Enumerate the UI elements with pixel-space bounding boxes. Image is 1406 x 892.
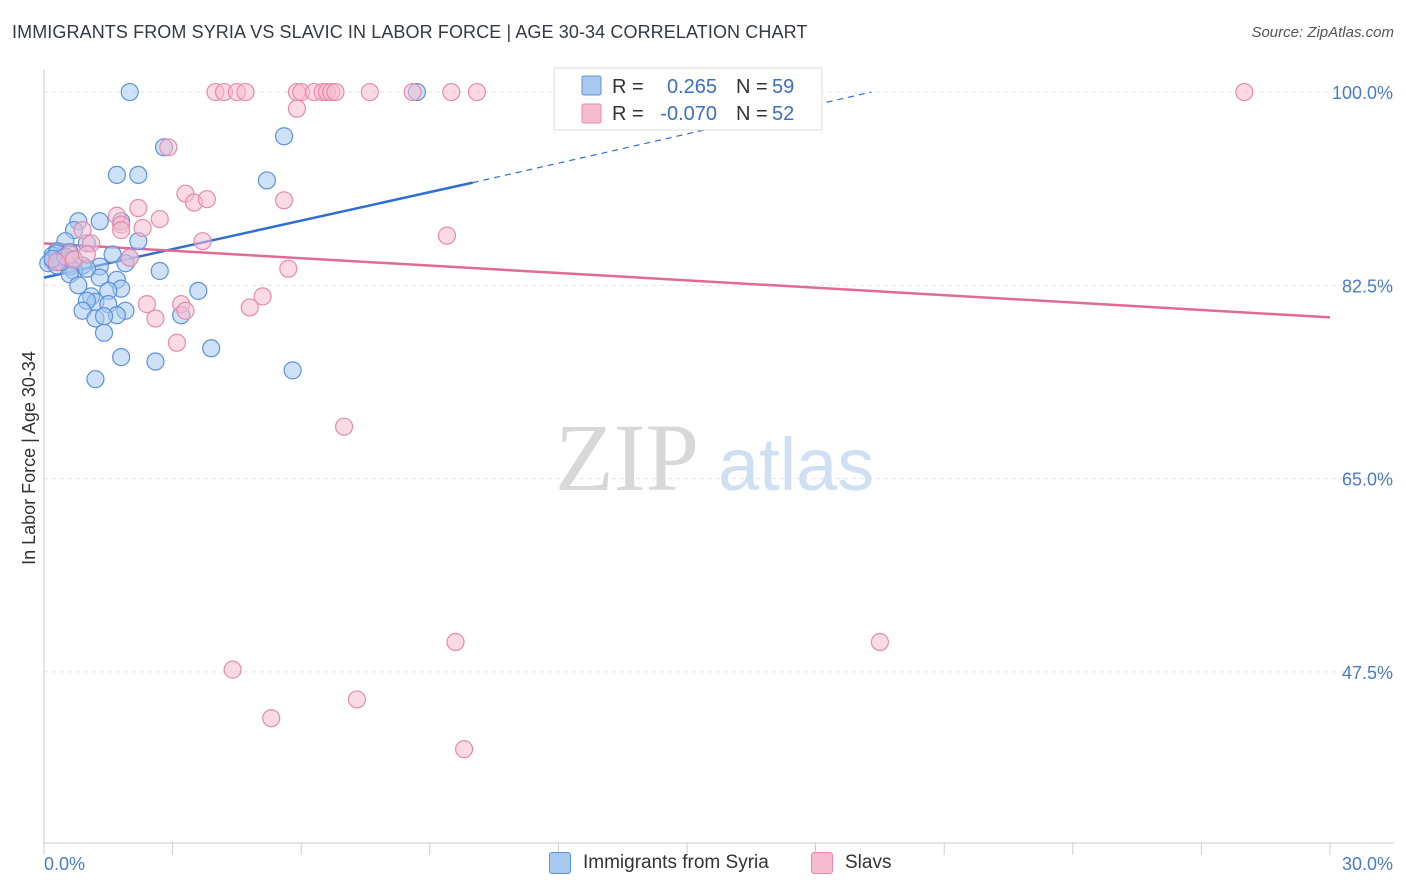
point-slavs-24 <box>150 209 169 229</box>
watermark: ZIP atlas <box>555 404 874 511</box>
y-tick-labels: 100.0% 82.5% 65.0% 47.5% <box>1332 83 1393 683</box>
legend-n-value-1: 59 <box>772 76 794 98</box>
point-slavs-15 <box>1235 82 1254 102</box>
legend-label-syria: Immigrants from Syria <box>583 852 769 873</box>
bottom-legend-item-slavs: Slavs <box>811 852 891 874</box>
point-slavs-10 <box>326 82 345 102</box>
point-slavs-51 <box>77 245 96 264</box>
point-syria-47 <box>94 323 114 342</box>
point-syria-6 <box>257 171 277 190</box>
point-syria-46 <box>94 307 114 326</box>
point-slavs-22 <box>129 198 148 218</box>
point-slavs-47 <box>223 660 242 679</box>
point-slavs-16 <box>287 99 307 118</box>
legend-r-value-2: -0.070 <box>660 103 717 125</box>
source-label: Source: ZipAtlas.com <box>1251 24 1394 41</box>
y-tick-label-2: 65.0% <box>1342 470 1393 490</box>
legend-swatch-syria <box>549 852 571 874</box>
point-syria-28 <box>150 261 169 281</box>
legend-n-label-1: N = <box>736 76 768 98</box>
point-slavs-27 <box>112 221 131 240</box>
point-syria-33 <box>69 276 88 295</box>
axes <box>43 70 1394 855</box>
legend-swatch-pink <box>581 103 602 124</box>
y-tick-label-0: 100.0% <box>1332 83 1393 103</box>
point-syria-35 <box>189 281 208 300</box>
y-axis-label: In Labor Force | Age 30-34 <box>19 351 39 565</box>
chart-title: IMMIGRANTS FROM SYRIA VS SLAVIC IN LABOR… <box>12 22 808 42</box>
point-slavs-3 <box>236 82 255 102</box>
point-slavs-49 <box>262 709 281 728</box>
point-syria-4 <box>107 165 126 185</box>
legend-r-label-2: R = <box>612 103 644 125</box>
point-syria-2 <box>274 127 294 146</box>
point-syria-50 <box>146 352 165 371</box>
legend-r-value-1: 0.265 <box>667 76 717 98</box>
watermark-atlas: atlas <box>718 423 874 506</box>
y-tick-label-3: 47.5% <box>1342 663 1393 683</box>
point-slavs-50 <box>454 740 474 759</box>
point-slavs-44 <box>334 417 354 436</box>
legend-box: R = 0.265 N = 59 R = -0.070 N = 52 <box>553 67 823 131</box>
bottom-legend: Immigrants from Syria Slavs <box>0 852 1406 878</box>
point-slavs-33 <box>120 248 139 267</box>
point-syria-5 <box>129 165 148 185</box>
point-slavs-14 <box>467 82 487 102</box>
point-syria-8 <box>90 212 109 231</box>
point-syria-48 <box>202 339 221 358</box>
x-tick-label-1: 30.0% <box>1342 854 1393 874</box>
x-tick-labels: 0.0% 30.0% <box>44 854 1393 874</box>
trend-line-slavs <box>43 242 1331 319</box>
point-slavs-35 <box>47 253 66 272</box>
legend-n-label-2: N = <box>736 103 768 125</box>
point-slavs-29 <box>437 226 457 245</box>
point-slavs-46 <box>870 632 890 652</box>
point-slavs-41 <box>176 301 195 320</box>
y-tick-label-1: 82.5% <box>1342 276 1393 296</box>
legend-label-slavs: Slavs <box>845 852 892 873</box>
point-slavs-39 <box>137 295 156 314</box>
point-syria-0 <box>120 82 139 102</box>
watermark-zip: ZIP <box>555 404 699 511</box>
x-tick-label-0: 0.0% <box>44 854 85 874</box>
point-slavs-26 <box>133 218 152 238</box>
legend-n-value-2: 52 <box>772 103 794 125</box>
point-slavs-37 <box>253 287 272 306</box>
trend-line-syria-extension <box>472 91 872 184</box>
grid-lines <box>44 91 1394 673</box>
point-slavs-30 <box>193 232 212 251</box>
point-slavs-17 <box>159 138 178 157</box>
point-syria-52 <box>86 370 105 389</box>
point-syria-51 <box>283 361 302 380</box>
point-slavs-42 <box>146 309 165 328</box>
point-slavs-20 <box>197 190 216 209</box>
data-points <box>39 82 1254 759</box>
bottom-legend-item-syria: Immigrants from Syria <box>549 852 769 874</box>
point-slavs-45 <box>446 632 465 652</box>
point-slavs-48 <box>347 690 367 709</box>
point-slavs-43 <box>167 333 186 352</box>
point-syria-49 <box>112 348 131 367</box>
point-slavs-13 <box>442 82 461 102</box>
point-slavs-36 <box>279 259 298 278</box>
legend-swatch-slavs <box>811 852 833 874</box>
point-slavs-21 <box>274 191 294 210</box>
point-slavs-40 <box>240 298 259 317</box>
point-syria-16 <box>103 245 122 264</box>
point-slavs-28 <box>73 221 92 240</box>
point-slavs-12 <box>403 82 422 102</box>
legend-r-label-1: R = <box>612 76 644 98</box>
point-slavs-11 <box>360 82 379 102</box>
legend-swatch-blue <box>581 75 602 96</box>
